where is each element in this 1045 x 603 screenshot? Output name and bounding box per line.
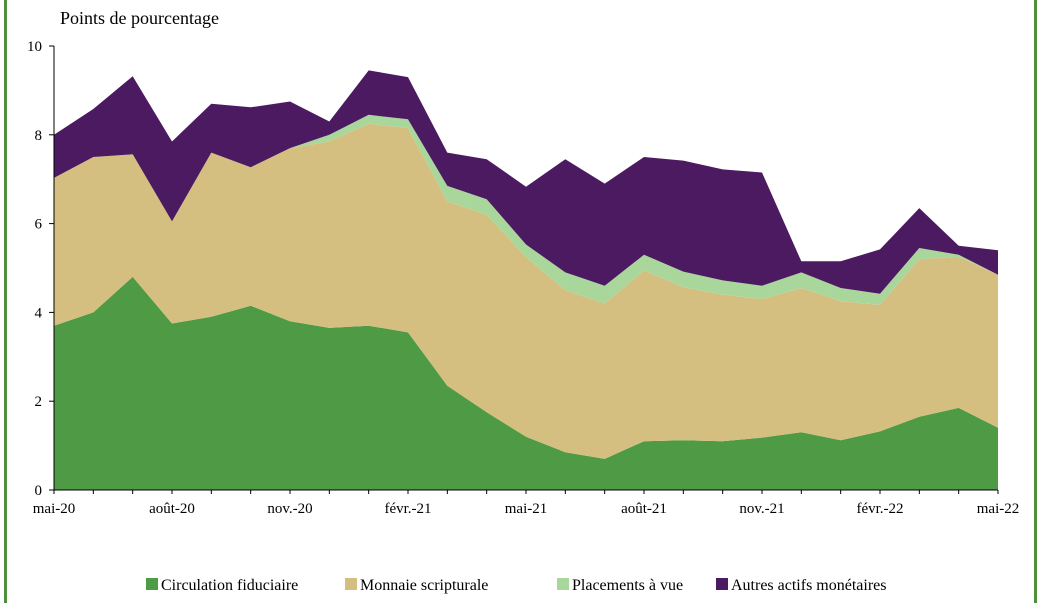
area-series-4 xyxy=(54,70,998,294)
y-tick-label: 10 xyxy=(27,39,42,55)
y-axis-title: Points de pourcentage xyxy=(60,8,219,28)
x-tick-label: nov.-21 xyxy=(739,501,784,517)
legend: Circulation fiduciaire Monnaie scriptural… xyxy=(146,577,887,594)
x-tick-label: août-20 xyxy=(149,501,195,517)
x-tick-label: mai-21 xyxy=(505,501,548,517)
x-tick-label: mai-20 xyxy=(33,501,76,517)
legend-swatch xyxy=(716,578,728,590)
y-tick-label: 0 xyxy=(35,483,43,499)
x-tick-label: mai-22 xyxy=(977,501,1020,517)
y-tick-label: 6 xyxy=(35,217,43,233)
area-series-1 xyxy=(54,276,998,490)
area-series-group xyxy=(54,70,998,490)
legend-label: Monnaie scripturale xyxy=(360,577,488,594)
legend-label: Placements à vue xyxy=(572,577,683,594)
y-tick-label: 4 xyxy=(35,305,43,321)
legend-label: Autres actifs monétaires xyxy=(731,577,887,594)
chart-frame xyxy=(4,0,1037,603)
legend-swatch xyxy=(345,578,357,590)
legend-swatch xyxy=(557,578,569,590)
area-series-2 xyxy=(54,123,998,459)
legend-label: Circulation fiduciaire xyxy=(161,577,298,594)
y-tick-label: 8 xyxy=(35,128,43,144)
x-tick-label: nov.-20 xyxy=(267,501,312,517)
x-tick-label: août-21 xyxy=(621,501,667,517)
axes-group: 0 2 4 6 8 10 mai-20 août-20 nov.-20 févr.-21 mai-2… xyxy=(27,39,1019,517)
x-tick-label: févr.-22 xyxy=(856,501,903,517)
x-tick-label: févr.-21 xyxy=(384,501,431,517)
legend-swatch xyxy=(146,578,158,590)
y-tick-label: 2 xyxy=(35,394,43,410)
